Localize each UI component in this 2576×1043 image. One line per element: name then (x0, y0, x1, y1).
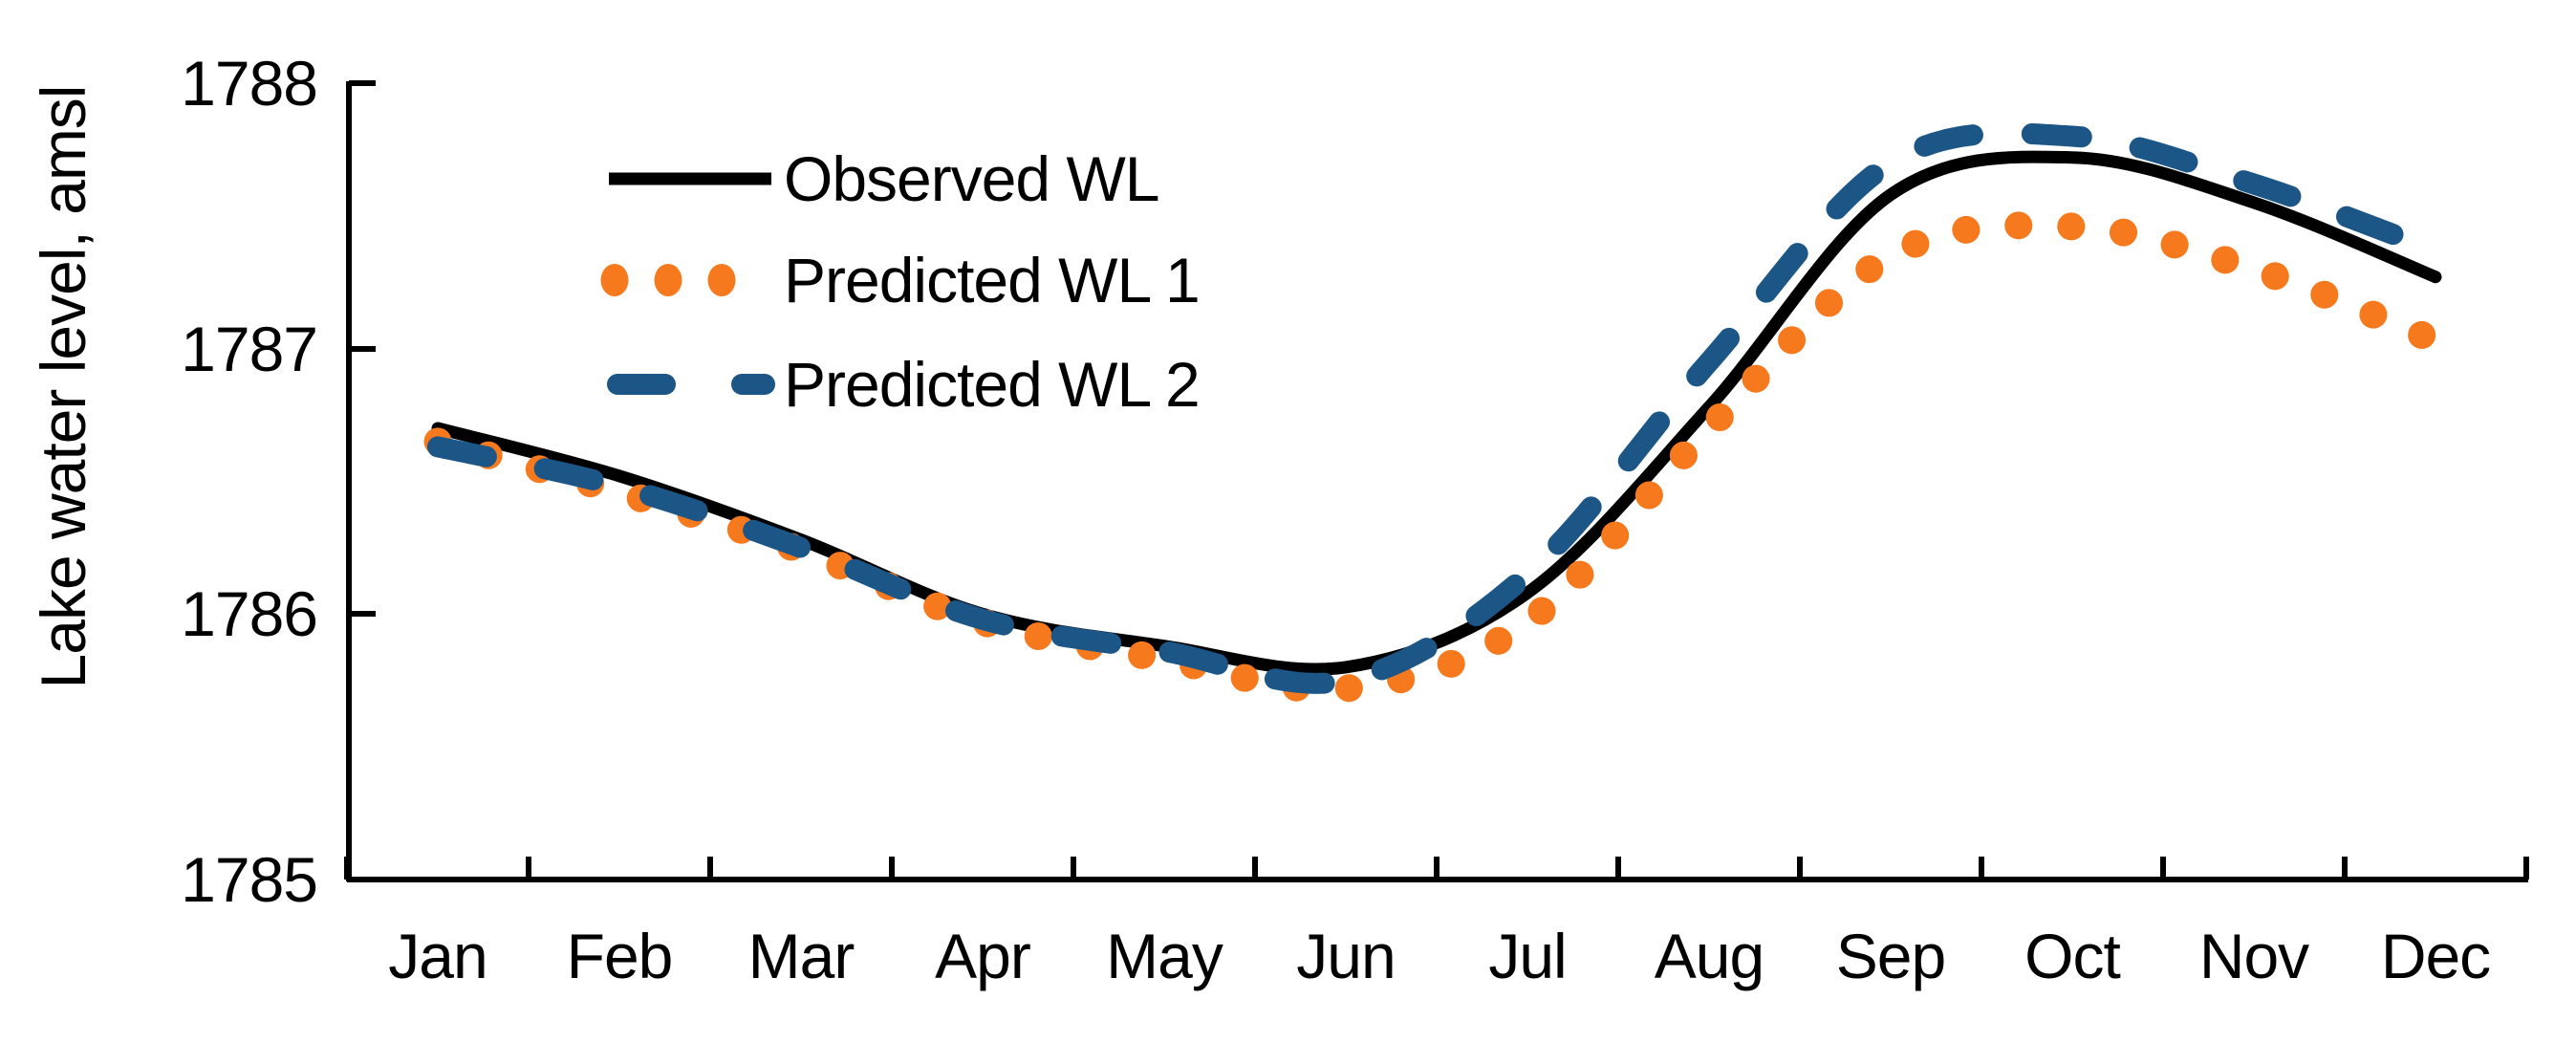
y-axis: 1788 1787 1786 1785 Lake water level, am… (28, 48, 376, 915)
predicted-wl-2-line (427, 122, 2446, 694)
legend: Observed WL Predicted WL 1 Predicted WL … (600, 143, 1201, 420)
x-tick-label: May (1106, 921, 1223, 991)
y-tick-label: 1785 (181, 844, 317, 915)
x-tick-label: Sep (1836, 921, 1945, 991)
x-tick-label: Jun (1296, 921, 1395, 991)
y-tick-label: 1786 (181, 578, 317, 649)
y-tick-label: 1788 (181, 48, 317, 119)
legend-label-predicted-1: Predicted WL 1 (784, 245, 1200, 315)
x-tick-label: Mar (748, 921, 855, 991)
x-axis: Jan Feb Mar Apr May Jun Jul Aug Sep Oct … (344, 857, 2529, 991)
y-tick-label: 1787 (181, 314, 317, 384)
x-tick-label: Apr (935, 921, 1030, 991)
x-axis-ticks (344, 857, 2529, 880)
y-axis-ticks (349, 80, 376, 617)
x-tick-label: Feb (567, 921, 673, 991)
x-tick-label: Oct (2024, 921, 2120, 991)
x-tick-label: Dec (2381, 921, 2490, 991)
x-tick-label: Jul (1488, 921, 1566, 991)
x-tick-label: Aug (1655, 921, 1764, 991)
y-axis-labels: 1788 1787 1786 1785 (181, 48, 318, 915)
predicted-wl-1-line (423, 211, 2450, 704)
x-tick-label: Jan (388, 921, 487, 991)
y-axis-title: Lake water level, amsl (28, 86, 98, 689)
legend-label-predicted-2: Predicted WL 2 (784, 349, 1200, 420)
predicted-wl-1-swatch (600, 264, 736, 296)
plot-series (423, 122, 2450, 704)
x-axis-labels: Jan Feb Mar Apr May Jun Jul Aug Sep Oct … (388, 921, 2491, 991)
x-tick-label: Nov (2199, 921, 2309, 991)
legend-label-observed: Observed WL (784, 143, 1158, 214)
